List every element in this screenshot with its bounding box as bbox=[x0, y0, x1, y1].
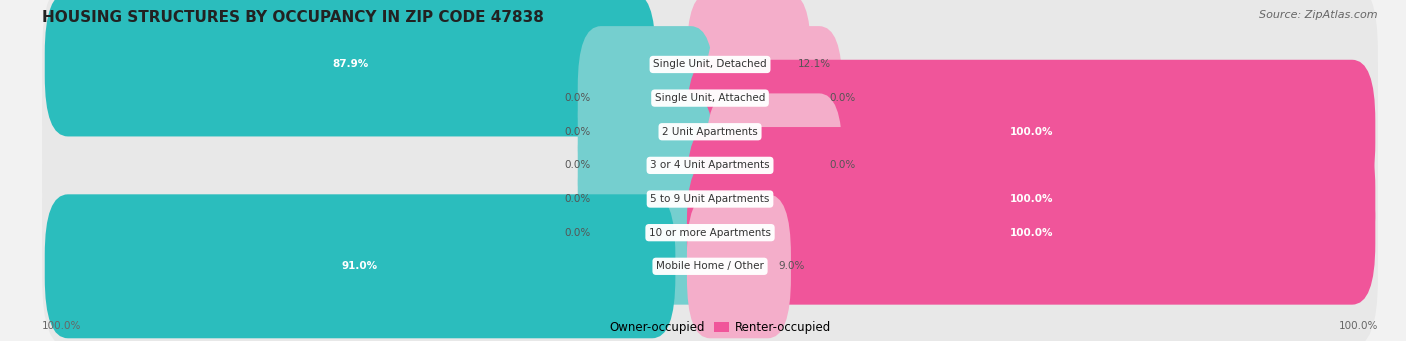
Text: 9.0%: 9.0% bbox=[778, 261, 804, 271]
FancyBboxPatch shape bbox=[688, 194, 792, 338]
Text: 0.0%: 0.0% bbox=[564, 228, 591, 238]
Text: 3 or 4 Unit Apartments: 3 or 4 Unit Apartments bbox=[650, 160, 770, 170]
FancyBboxPatch shape bbox=[706, 93, 842, 237]
Text: 0.0%: 0.0% bbox=[564, 160, 591, 170]
Text: Source: ZipAtlas.com: Source: ZipAtlas.com bbox=[1260, 10, 1378, 20]
Text: 2 Unit Apartments: 2 Unit Apartments bbox=[662, 127, 758, 137]
Text: 100.0%: 100.0% bbox=[1010, 127, 1053, 137]
FancyBboxPatch shape bbox=[688, 161, 1375, 305]
FancyBboxPatch shape bbox=[42, 0, 1378, 145]
FancyBboxPatch shape bbox=[578, 60, 714, 204]
Text: HOUSING STRUCTURES BY OCCUPANCY IN ZIP CODE 47838: HOUSING STRUCTURES BY OCCUPANCY IN ZIP C… bbox=[42, 10, 544, 25]
FancyBboxPatch shape bbox=[578, 161, 714, 305]
FancyBboxPatch shape bbox=[42, 118, 1378, 280]
Text: Single Unit, Attached: Single Unit, Attached bbox=[655, 93, 765, 103]
FancyBboxPatch shape bbox=[42, 152, 1378, 313]
Text: 100.0%: 100.0% bbox=[42, 321, 82, 331]
Text: 0.0%: 0.0% bbox=[564, 127, 591, 137]
FancyBboxPatch shape bbox=[45, 194, 675, 338]
FancyBboxPatch shape bbox=[578, 26, 714, 170]
Text: 0.0%: 0.0% bbox=[564, 194, 591, 204]
FancyBboxPatch shape bbox=[688, 127, 1375, 271]
Text: Single Unit, Detached: Single Unit, Detached bbox=[654, 59, 766, 70]
FancyBboxPatch shape bbox=[42, 186, 1378, 341]
Text: 0.0%: 0.0% bbox=[830, 160, 856, 170]
Text: 0.0%: 0.0% bbox=[830, 93, 856, 103]
Legend: Owner-occupied, Renter-occupied: Owner-occupied, Renter-occupied bbox=[585, 316, 835, 339]
FancyBboxPatch shape bbox=[42, 51, 1378, 212]
FancyBboxPatch shape bbox=[42, 85, 1378, 246]
Text: 12.1%: 12.1% bbox=[799, 59, 831, 70]
Text: 5 to 9 Unit Apartments: 5 to 9 Unit Apartments bbox=[651, 194, 769, 204]
FancyBboxPatch shape bbox=[578, 93, 714, 237]
Text: 100.0%: 100.0% bbox=[1010, 228, 1053, 238]
Text: 100.0%: 100.0% bbox=[1010, 194, 1053, 204]
FancyBboxPatch shape bbox=[45, 0, 655, 136]
Text: 0.0%: 0.0% bbox=[564, 93, 591, 103]
FancyBboxPatch shape bbox=[688, 60, 1375, 204]
Text: 87.9%: 87.9% bbox=[332, 59, 368, 70]
FancyBboxPatch shape bbox=[688, 0, 811, 136]
FancyBboxPatch shape bbox=[706, 26, 842, 170]
Text: 100.0%: 100.0% bbox=[1339, 321, 1378, 331]
FancyBboxPatch shape bbox=[578, 127, 714, 271]
Text: 10 or more Apartments: 10 or more Apartments bbox=[650, 228, 770, 238]
Text: 91.0%: 91.0% bbox=[342, 261, 378, 271]
FancyBboxPatch shape bbox=[42, 17, 1378, 179]
Text: Mobile Home / Other: Mobile Home / Other bbox=[657, 261, 763, 271]
